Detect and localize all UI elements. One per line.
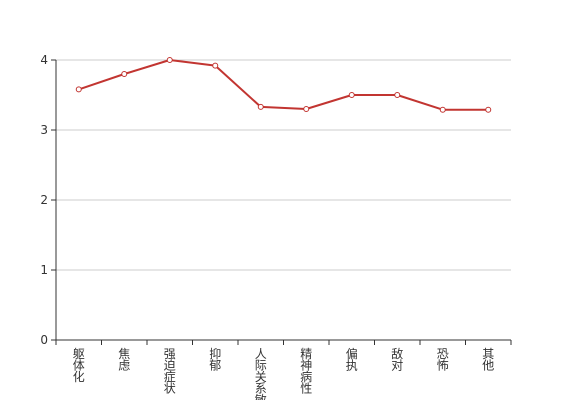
x-category-label: 其他 — [482, 347, 494, 373]
x-category-label: 人际关系敏感 — [255, 347, 267, 400]
x-category-label: 偏执 — [346, 346, 358, 373]
data-point-4[interactable] — [257, 103, 264, 110]
axes — [51, 59, 512, 345]
data-point-8[interactable] — [439, 106, 446, 113]
y-tick-label: 4 — [40, 53, 48, 67]
data-point-0[interactable] — [75, 86, 82, 93]
y-tick-label: 3 — [40, 123, 48, 137]
data-point-9[interactable] — [485, 106, 492, 113]
grid-lines — [56, 59, 511, 271]
x-category-label: 恐怖 — [437, 347, 449, 373]
data-point-2[interactable] — [166, 57, 173, 63]
data-point-6[interactable] — [348, 92, 355, 98]
x-category-label: 躯体化 — [73, 346, 85, 384]
series-line-0 — [78, 59, 489, 111]
series-layer — [75, 57, 492, 113]
x-category-label: 强迫症状 — [164, 347, 176, 396]
y-tick-label: 2 — [40, 193, 48, 207]
x-category-label: 敌对 — [391, 346, 403, 373]
data-point-3[interactable] — [212, 62, 219, 69]
data-point-7[interactable] — [394, 92, 401, 98]
axis-labels: 0 1 2 3 4 躯体化 焦虑 强迫症状 抑郁 人际关系敏感 精神病性 偏执 敌对 恐怖 其他 — [40, 53, 494, 400]
x-category-label: 焦虑 — [118, 347, 130, 373]
x-category-label: 精神病性 — [300, 347, 312, 396]
data-point-5[interactable] — [303, 106, 310, 112]
y-tick-label: 0 — [40, 333, 48, 347]
data-point-1[interactable] — [121, 71, 128, 77]
x-category-label: 抑郁 — [209, 346, 221, 373]
y-tick-label: 1 — [40, 263, 48, 277]
